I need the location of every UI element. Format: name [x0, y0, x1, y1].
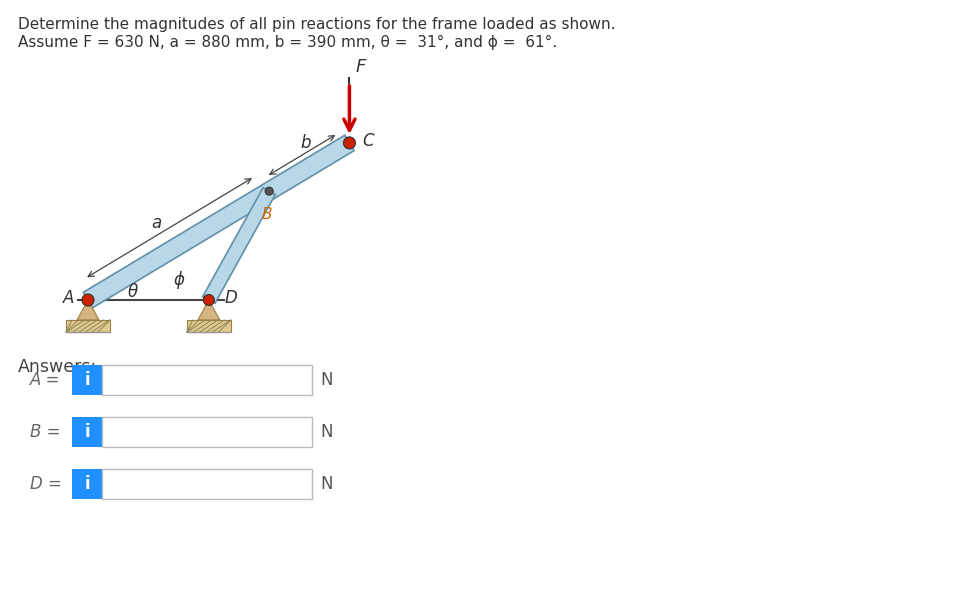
Text: a: a — [151, 214, 161, 233]
Text: C: C — [363, 132, 374, 150]
Bar — [66, 320, 110, 332]
Text: θ: θ — [128, 283, 138, 301]
Text: F: F — [355, 58, 366, 76]
Text: i: i — [84, 423, 90, 441]
Text: B =: B = — [30, 423, 60, 441]
Text: N: N — [320, 475, 332, 493]
Polygon shape — [203, 188, 276, 303]
Text: D: D — [225, 289, 237, 307]
FancyBboxPatch shape — [72, 365, 102, 395]
Text: B: B — [262, 207, 273, 222]
FancyBboxPatch shape — [102, 417, 312, 447]
Text: i: i — [84, 371, 90, 389]
Circle shape — [82, 294, 94, 306]
Text: A: A — [62, 289, 74, 307]
Text: N: N — [320, 423, 332, 441]
FancyBboxPatch shape — [102, 469, 312, 499]
Circle shape — [344, 137, 355, 149]
Text: ϕ: ϕ — [174, 271, 184, 289]
Text: i: i — [84, 475, 90, 493]
Text: A =: A = — [30, 371, 60, 389]
Polygon shape — [84, 135, 354, 308]
Polygon shape — [198, 300, 220, 320]
Polygon shape — [77, 300, 99, 320]
FancyBboxPatch shape — [72, 469, 102, 499]
Bar — [187, 320, 230, 332]
Text: D =: D = — [30, 475, 61, 493]
Text: Determine the magnitudes of all pin reactions for the frame loaded as shown.: Determine the magnitudes of all pin reac… — [18, 17, 615, 32]
Text: Answers:: Answers: — [18, 358, 97, 376]
FancyBboxPatch shape — [102, 365, 312, 395]
Text: b: b — [300, 134, 311, 152]
Circle shape — [204, 295, 214, 305]
Text: N: N — [320, 371, 332, 389]
Text: Assume F = 630 N, a = 880 mm, b = 390 mm, θ =  31°, and ϕ =  61°.: Assume F = 630 N, a = 880 mm, b = 390 mm… — [18, 35, 557, 50]
FancyBboxPatch shape — [72, 417, 102, 447]
Circle shape — [265, 187, 274, 195]
